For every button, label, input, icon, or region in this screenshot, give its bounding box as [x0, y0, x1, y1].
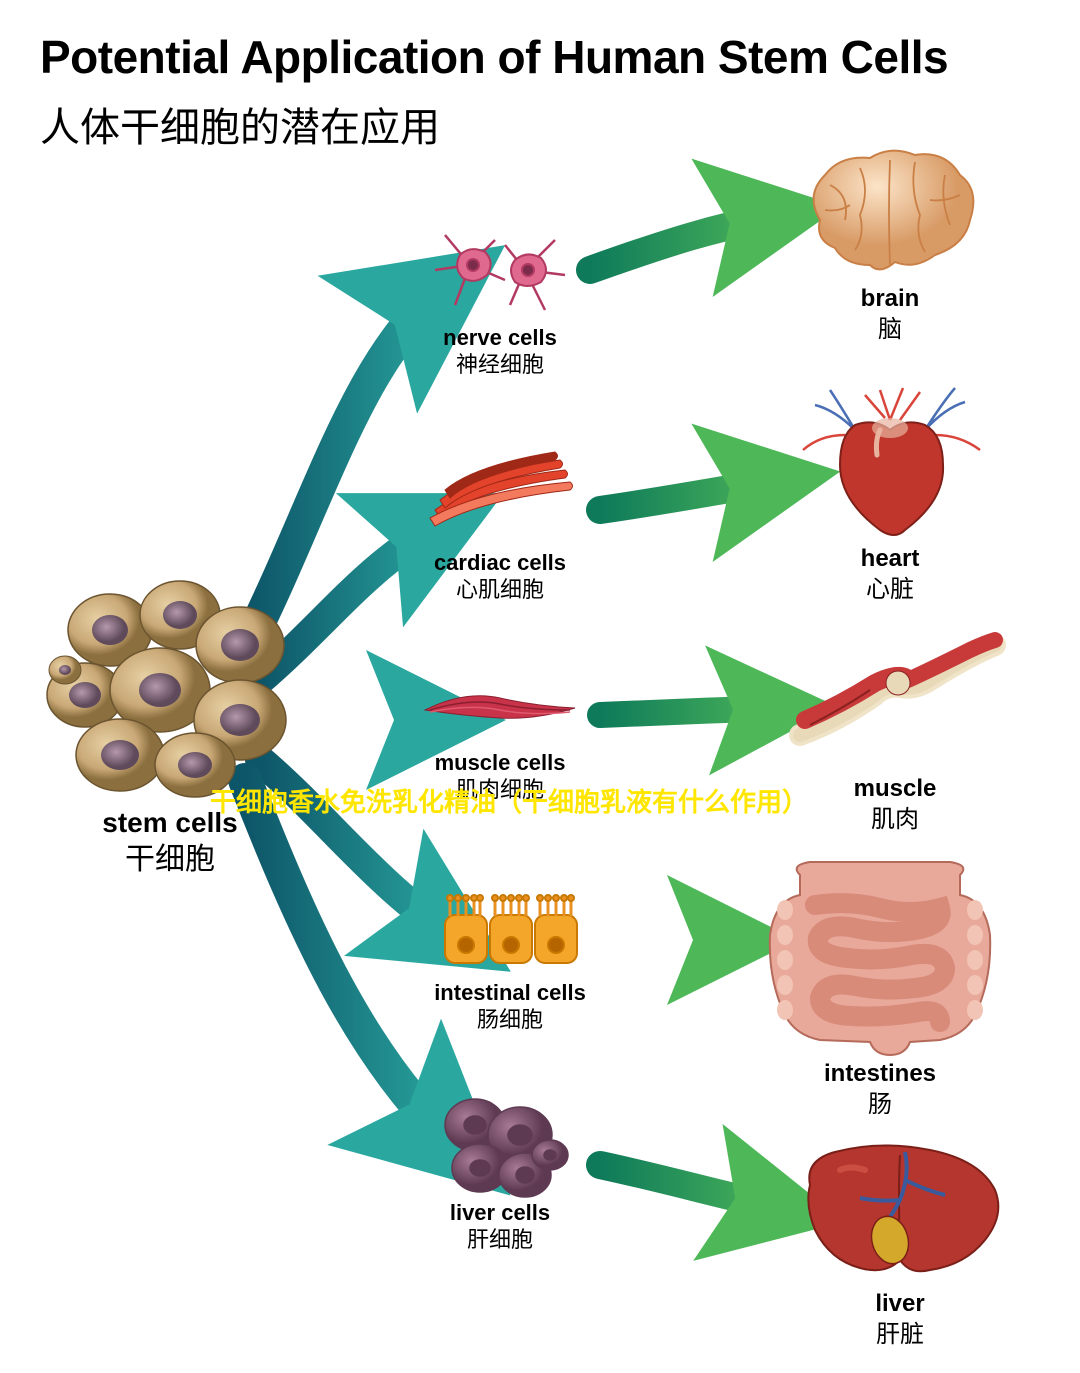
cardiac-cells-label-en: cardiac cells [400, 550, 600, 576]
muscle-cells-icon [400, 670, 600, 750]
node-intestinal-cells: intestinal cells 肠细胞 [400, 870, 620, 1035]
liver-cells-icon [400, 1080, 600, 1200]
nerve-cells-label-en: nerve cells [400, 325, 600, 351]
intestinal-cells-label-zh: 肠细胞 [400, 1006, 620, 1035]
intestines-icon [730, 850, 1030, 1060]
stem-cells-icon [30, 570, 310, 800]
intestinal-cells-label-en: intestinal cells [400, 980, 620, 1006]
liver-label-en: liver [770, 1290, 1030, 1319]
arrow-liver-cells-to-liver [600, 1165, 790, 1210]
brain-icon [770, 140, 1010, 285]
liver-label-zh: 肝脏 [770, 1319, 1030, 1350]
node-liver-cells: liver cells 肝细胞 [400, 1080, 600, 1255]
liver-icon [770, 1130, 1030, 1290]
node-nerve-cells: nerve cells 神经细胞 [400, 210, 600, 380]
cardiac-cells-label-zh: 心肌细胞 [400, 576, 600, 605]
arrow-cardiac-cells-to-heart [600, 480, 785, 510]
overlay-watermark-text: 干细胞香水免洗乳化精油（干细胞乳液有什么作用） [210, 782, 808, 819]
node-heart: heart 心脏 [770, 380, 1010, 605]
arrow-muscle-cells-to-muscle [600, 708, 785, 715]
title-chinese: 人体干细胞的潜在应用 [40, 95, 440, 153]
arrow-nerve-cells-to-brain [590, 215, 785, 270]
node-cardiac-cells: cardiac cells 心肌细胞 [400, 440, 600, 605]
intestinal-cells-icon [400, 870, 620, 980]
intestines-label-en: intestines [730, 1060, 1030, 1089]
liver-cells-label-en: liver cells [400, 1200, 600, 1226]
muscle-icon [770, 625, 1020, 775]
heart-label-en: heart [770, 545, 1010, 574]
brain-label-en: brain [770, 285, 1010, 314]
nerve-cells-icon [400, 210, 600, 325]
intestines-label-zh: 肠 [730, 1089, 1030, 1120]
node-brain: brain 脑 [770, 140, 1010, 345]
muscle-cells-label-en: muscle cells [400, 750, 600, 776]
nerve-cells-label-zh: 神经细胞 [400, 351, 600, 380]
node-intestines: intestines 肠 [730, 850, 1030, 1120]
title-english: Potential Application of Human Stem Cell… [40, 30, 948, 84]
node-stem-cells: stem cells 干细胞 [30, 570, 310, 879]
stem-cells-label-zh: 干细胞 [30, 840, 310, 879]
node-liver: liver 肝脏 [770, 1130, 1030, 1350]
liver-cells-label-zh: 肝细胞 [400, 1226, 600, 1255]
heart-icon [770, 380, 1010, 545]
cardiac-cells-icon [400, 440, 600, 550]
brain-label-zh: 脑 [770, 314, 1010, 345]
heart-label-zh: 心脏 [770, 574, 1010, 605]
